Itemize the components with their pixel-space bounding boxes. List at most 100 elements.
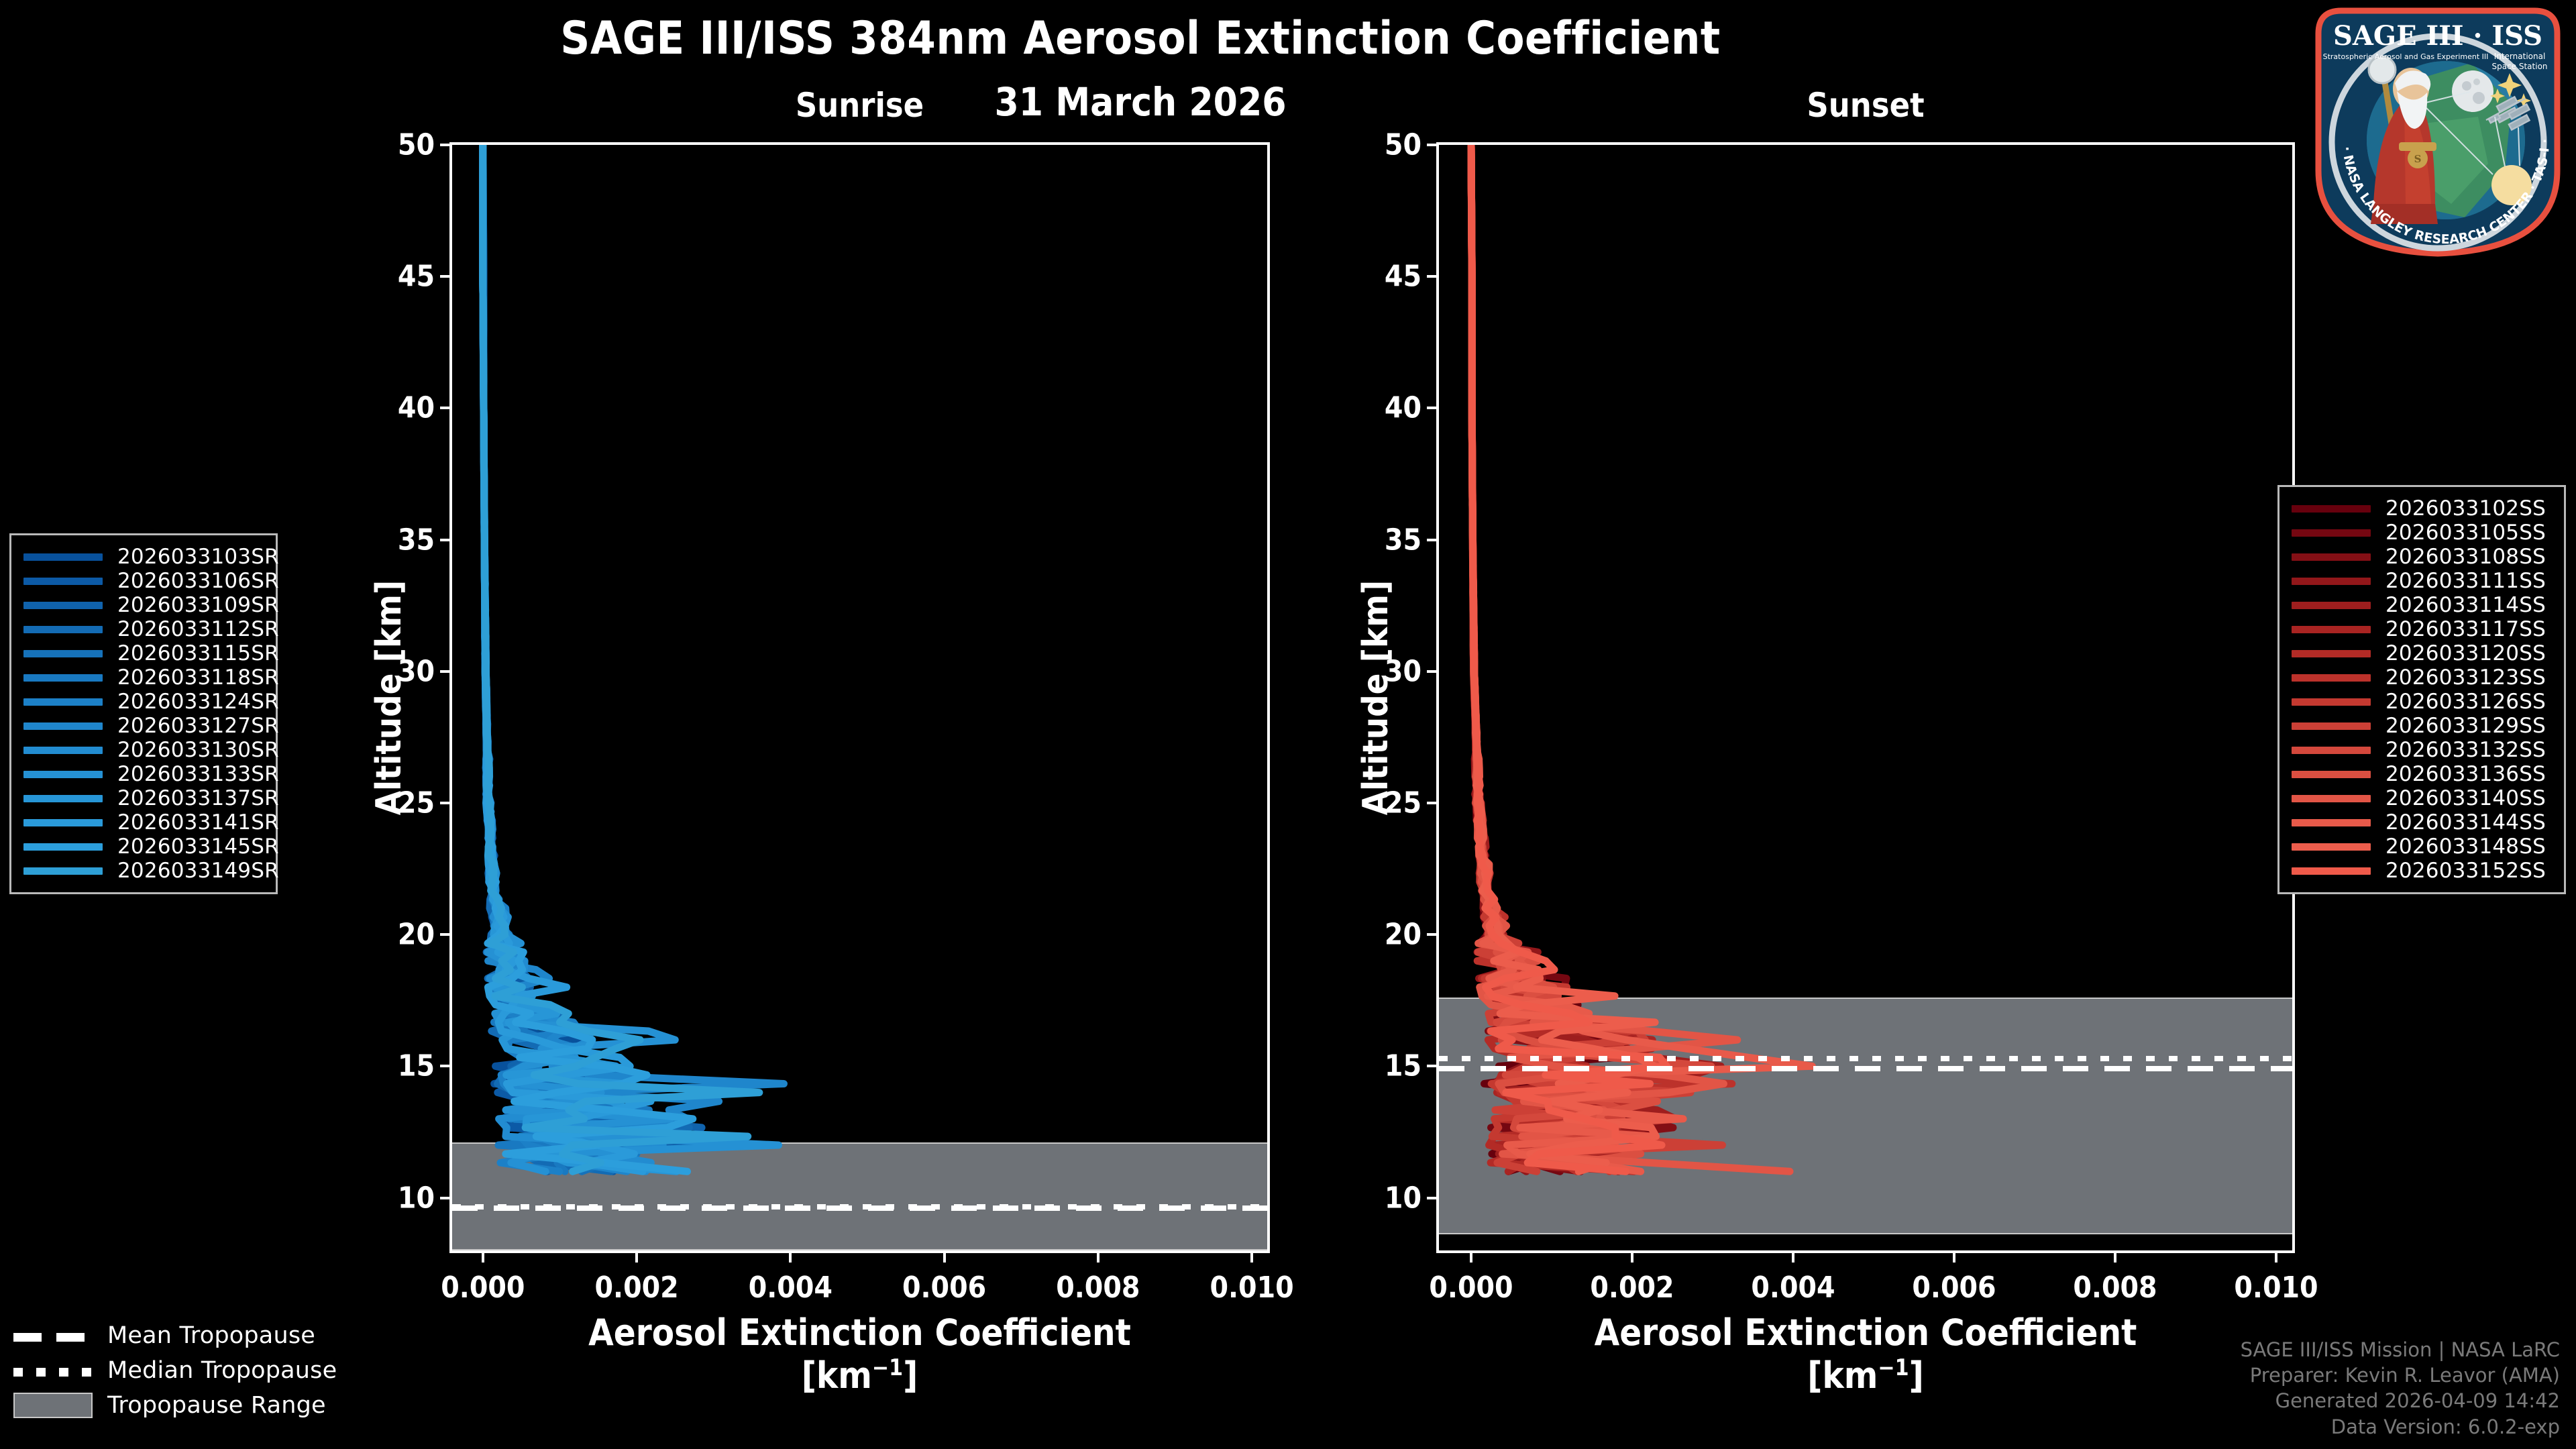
x-axis-tick xyxy=(789,1250,792,1263)
legend-item-sunrise-event[interactable]: 2026033112SR xyxy=(23,617,279,641)
legend-item-sunset-event[interactable]: 2026033114SS xyxy=(2292,593,2552,617)
legend-item-sunset-event[interactable]: 2026033152SS xyxy=(2292,859,2552,883)
legend-item-tropopause-range: Tropopause Range xyxy=(13,1388,335,1423)
plot-area-sunrise xyxy=(452,145,1267,1250)
legend-color-swatch xyxy=(2292,698,2371,706)
y-axis-tick xyxy=(440,1196,452,1199)
mean-tropopause-line xyxy=(452,1205,1267,1212)
legend-item-sunrise-event[interactable]: 2026033145SR xyxy=(23,835,279,859)
footer-preparer: Preparer: Kevin R. Leavor (AMA) xyxy=(2249,1364,2560,1387)
y-axis-tick xyxy=(440,933,452,936)
y-axis-tick xyxy=(1427,1065,1439,1068)
legend-item-label: 2026033148SS xyxy=(2385,835,2546,859)
legend-item-label: 2026033133SR xyxy=(117,762,279,786)
legend-item-label: 2026033124SR xyxy=(117,690,279,714)
legend-item-sunrise-event[interactable]: 2026033118SR xyxy=(23,665,279,690)
legend-color-swatch xyxy=(2292,649,2371,657)
dotted-line-icon xyxy=(13,1367,93,1377)
dashed-line-icon xyxy=(13,1332,93,1342)
x-axis-label-text: Aerosol Extinction Coefficient xyxy=(1594,1311,2137,1354)
x-axis-tick-label: 0.004 xyxy=(1751,1271,1835,1305)
legend-item-sunset-event[interactable]: 2026033126SS xyxy=(2292,690,2552,714)
legend-item-sunrise-event[interactable]: 2026033115SR xyxy=(23,641,279,665)
legend-item-sunset-event[interactable]: 2026033140SS xyxy=(2292,786,2552,810)
legend-item-sunrise-event[interactable]: 2026033133SR xyxy=(23,762,279,786)
y-axis-tick xyxy=(1427,275,1439,278)
footer-data-version: Data Version: 6.0.2-exp xyxy=(2330,1415,2560,1438)
profile-line xyxy=(1467,145,1670,1175)
legend-item-sunset-event[interactable]: 2026033120SS xyxy=(2292,641,2552,665)
legend-color-swatch xyxy=(2292,867,2371,875)
legend-item-sunset-event[interactable]: 2026033108SS xyxy=(2292,545,2552,569)
y-axis-tick xyxy=(1427,144,1439,146)
legend-item-median-tropopause: Median Tropopause xyxy=(13,1353,337,1388)
legend-color-swatch xyxy=(2292,746,2371,754)
panel-title-sunset: Sunset xyxy=(1807,86,1925,125)
legend-item-sunset-event[interactable]: 2026033117SS xyxy=(2292,617,2552,641)
legend-sunrise[interactable]: 2026033103SR 2026033106SR 2026033109SR 2026… xyxy=(9,533,279,894)
patch-stars xyxy=(2490,73,2531,108)
patch-title: SAGE III · ISS xyxy=(2333,20,2542,52)
x-axis-unit: [km−1] xyxy=(801,1354,918,1397)
y-axis-tick xyxy=(440,407,452,410)
legend-item-sunset-event[interactable]: 2026033102SS xyxy=(2292,496,2552,521)
x-axis-tick-label: 0.000 xyxy=(441,1271,525,1305)
y-axis-tick-label: 35 xyxy=(1384,523,1421,557)
legend-color-swatch xyxy=(2292,553,2371,561)
legend-item-sunset-event[interactable]: 2026033136SS xyxy=(2292,762,2552,786)
x-axis-tick xyxy=(1470,1250,1472,1263)
legend-color-swatch xyxy=(2292,529,2371,537)
x-axis-tick-label: 0.002 xyxy=(594,1271,679,1305)
legend-item-label: 2026033102SS xyxy=(2385,496,2546,521)
legend-item-sunrise-event[interactable]: 2026033141SR xyxy=(23,810,279,835)
legend-tropopause: Mean Tropopause Median Tropopause Tropop… xyxy=(13,1318,337,1423)
y-axis-tick-label: 30 xyxy=(397,654,435,689)
legend-item-label: 2026033118SR xyxy=(117,665,279,690)
x-axis-tick xyxy=(1792,1250,1794,1263)
x-axis-tick-label: 0.010 xyxy=(2234,1271,2318,1305)
date-subtitle: 31 March 2026 xyxy=(994,79,1287,125)
legend-color-swatch xyxy=(23,698,103,706)
legend-item-sunset-event[interactable]: 2026033129SS xyxy=(2292,714,2552,738)
legend-item-sunset-event[interactable]: 2026033148SS xyxy=(2292,835,2552,859)
x-axis-tick-label: 0.008 xyxy=(2073,1271,2157,1305)
legend-item-sunset-event[interactable]: 2026033144SS xyxy=(2292,810,2552,835)
legend-item-label: 2026033105SS xyxy=(2385,521,2546,545)
y-axis-tick-label: 45 xyxy=(1384,259,1421,294)
legend-item-sunrise-event[interactable]: 2026033103SR xyxy=(23,545,279,569)
legend-item-sunset-event[interactable]: 2026033105SS xyxy=(2292,521,2552,545)
legend-color-swatch xyxy=(23,794,103,802)
plot-sunset: 10 15 20 25 30 35 40 45 50 0.000 0.002 0.004 0.006 0.… xyxy=(1385,128,2318,1305)
legend-color-swatch xyxy=(2292,577,2371,585)
legend-item-sunrise-event[interactable]: 2026033106SR xyxy=(23,569,279,593)
y-axis-tick-label: 45 xyxy=(397,259,435,294)
y-axis-tick-label: 25 xyxy=(1384,786,1421,820)
panel-title-sunrise: Sunrise xyxy=(795,86,924,125)
legend-item-sunset-event[interactable]: 2026033111SS xyxy=(2292,569,2552,593)
y-axis-tick-label: 25 xyxy=(397,786,435,820)
profile-curves-ss xyxy=(1467,145,1816,1175)
legend-item-sunset-event[interactable]: 2026033123SS xyxy=(2292,665,2552,690)
legend-item-sunrise-event[interactable]: 2026033137SR xyxy=(23,786,279,810)
legend-sunset[interactable]: 2026033102SS 2026033105SS 2026033108SS 2026… xyxy=(2277,485,2566,894)
y-axis-tick-label: 10 xyxy=(397,1181,435,1216)
legend-item-sunset-event[interactable]: 2026033132SS xyxy=(2292,738,2552,762)
legend-item-sunrise-event[interactable]: 2026033124SR xyxy=(23,690,279,714)
legend-color-swatch xyxy=(23,601,103,609)
y-axis-label-sunset: Altitude [km] xyxy=(1356,580,1396,816)
legend-item-sunrise-event[interactable]: 2026033109SR xyxy=(23,593,279,617)
legend-item-label: 2026033120SS xyxy=(2385,641,2546,665)
legend-item-sunrise-event[interactable]: 2026033127SR xyxy=(23,714,279,738)
legend-item-label: 2026033140SS xyxy=(2385,786,2546,810)
patch-sight-lines xyxy=(2422,91,2520,175)
footer-generated: Generated 2026-04-09 14:42 xyxy=(2275,1389,2560,1413)
legend-item-label: 2026033145SR xyxy=(117,835,279,859)
patch-moon xyxy=(2452,70,2493,112)
x-axis-tick-label: 0.000 xyxy=(1429,1271,1513,1305)
legend-item-sunrise-event[interactable]: 2026033149SR xyxy=(23,859,279,883)
legend-color-swatch xyxy=(23,818,103,826)
patch-subtitle-left: Stratospheric Aerosol and Gas Experiment… xyxy=(2323,52,2489,61)
legend-item-sunrise-event[interactable]: 2026033130SR xyxy=(23,738,279,762)
x-axis-tick xyxy=(635,1250,639,1263)
legend-label-mean: Mean Tropopause xyxy=(107,1322,316,1349)
